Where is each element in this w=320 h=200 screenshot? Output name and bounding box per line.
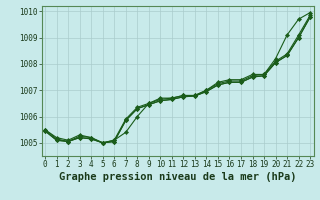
X-axis label: Graphe pression niveau de la mer (hPa): Graphe pression niveau de la mer (hPa)	[59, 172, 296, 182]
